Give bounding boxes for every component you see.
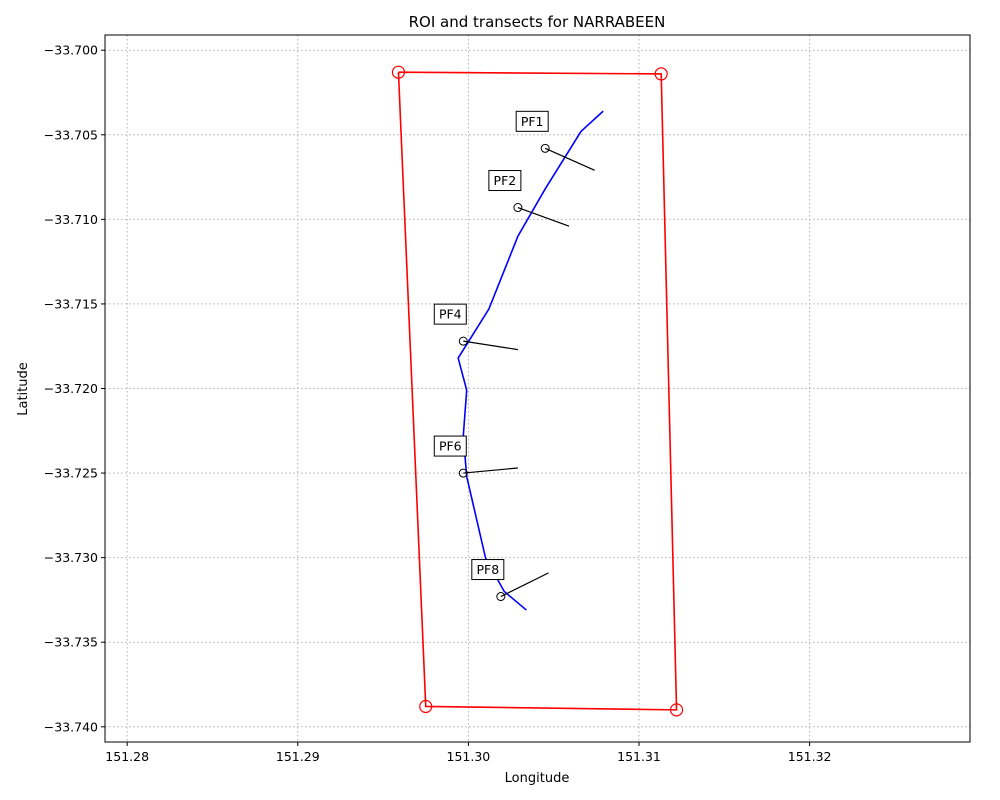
transect-label-box	[471, 559, 505, 581]
roi-corner-marker	[654, 67, 668, 81]
x-tick-label: 151.31	[617, 749, 661, 764]
y-tick-label: −33.710	[44, 212, 98, 227]
transect-line	[500, 572, 549, 598]
transect-label: PF1	[521, 114, 544, 129]
transect-label-box	[515, 110, 549, 132]
transects: PF1 PF2 PF4 PF6 PF8	[433, 110, 595, 602]
x-tick-label: 151.28	[105, 749, 149, 764]
transect-label-box	[433, 435, 467, 457]
roi-corner-marker	[419, 699, 433, 714]
transect-label-box	[433, 303, 467, 325]
chart-title: ROI and transects for NARRABEEN	[409, 13, 666, 31]
transect-origin-marker	[458, 468, 468, 478]
x-axis-label: Longitude	[505, 771, 570, 786]
y-tick-label: −33.735	[44, 635, 98, 650]
roi-corner-marker	[669, 703, 684, 717]
y-tick-label: −33.700	[44, 43, 98, 58]
y-tick-label: −33.725	[44, 466, 98, 481]
transect-label: PF2	[494, 173, 517, 188]
transect-label: PF8	[476, 562, 499, 577]
transect-label: PF4	[439, 307, 462, 322]
transect-origin-marker	[458, 336, 468, 346]
transect-line	[544, 147, 595, 171]
transect-origin-marker	[540, 143, 550, 153]
y-tick-label: −33.720	[44, 381, 98, 396]
roi-polygon	[391, 65, 684, 717]
transect-origin-marker	[513, 203, 523, 213]
transect-label-box	[488, 170, 522, 192]
transect-label: PF6	[439, 439, 462, 454]
axis-ticks: 151.28 151.29 151.30 151.31 151.32 −33.700 −33…	[44, 43, 832, 764]
y-tick-label: −33.740	[44, 719, 98, 734]
x-tick-label: 151.30	[447, 749, 491, 764]
transect-line	[517, 206, 570, 227]
transect-line	[463, 467, 518, 474]
roi-boundary-line	[397, 71, 678, 711]
x-tick-label: 151.29	[276, 749, 320, 764]
x-tick-label: 151.32	[788, 749, 832, 764]
y-axis-label: Latitude	[16, 362, 31, 416]
transect-line	[463, 340, 518, 351]
transect-origin-marker	[496, 592, 506, 602]
y-tick-label: −33.705	[44, 127, 98, 142]
roi-corner-marker	[391, 65, 406, 79]
y-tick-label: −33.715	[44, 296, 98, 311]
y-tick-label: −33.730	[44, 550, 98, 565]
grid-lines	[105, 35, 970, 742]
